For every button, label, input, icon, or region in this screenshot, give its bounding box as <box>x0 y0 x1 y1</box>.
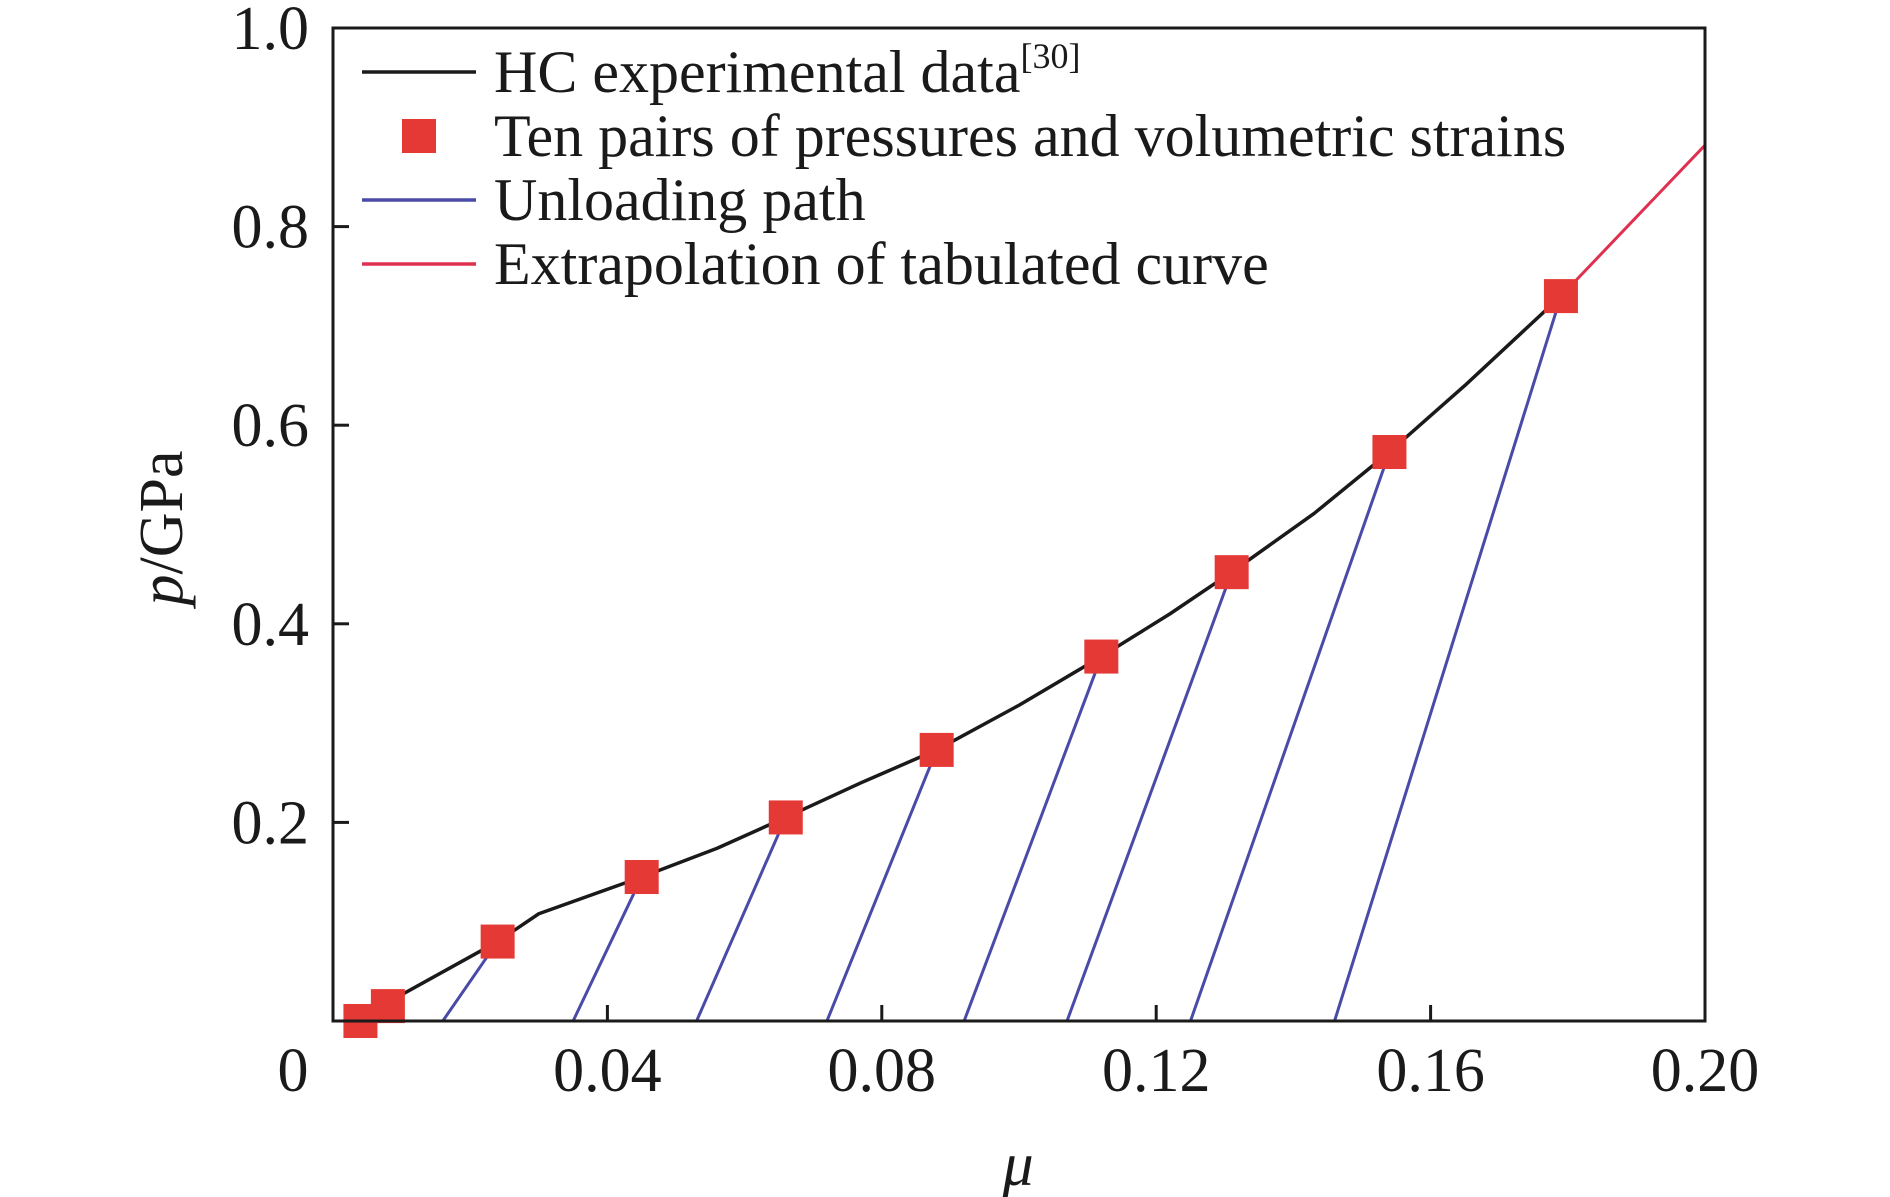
legend-label-text: Extrapolation of tabulated curve <box>494 231 1269 297</box>
legend-label: Ten pairs of pressures and volumetric st… <box>494 103 1566 169</box>
legend-label-superscript: [30] <box>1020 36 1080 76</box>
data-point-marker <box>1084 639 1119 674</box>
y-tick-label: 0.2 <box>232 789 310 857</box>
legend-marker-square <box>402 119 436 153</box>
data-point-marker <box>1543 279 1578 314</box>
legend-label-text: Ten pairs of pressures and volumetric st… <box>494 103 1566 169</box>
data-point-marker <box>480 924 515 959</box>
legend-label: HC experimental data[30] <box>494 36 1080 105</box>
unloading-path-line-3 <box>695 816 788 1022</box>
data-group <box>380 144 1705 1022</box>
legend-label-text: HC experimental data <box>494 39 1020 105</box>
data-point-marker <box>624 860 659 895</box>
x-axis-title: μ <box>1001 1131 1033 1197</box>
unloading-path-line-4 <box>825 749 939 1022</box>
y-axis-title-unit: /GPa <box>128 451 196 575</box>
x-tick-label: 0.20 <box>1651 1037 1760 1105</box>
x-tick-label: 0.12 <box>1102 1037 1211 1105</box>
unloading-path-line-6 <box>1065 571 1234 1022</box>
data-point-marker <box>370 989 405 1024</box>
x-tick-label: 0.16 <box>1376 1037 1485 1105</box>
legend: HC experimental data[30]Ten pairs of pre… <box>362 36 1566 297</box>
y-tick-label: 1.0 <box>232 0 310 63</box>
x-tick-label: 0.08 <box>828 1037 937 1105</box>
data-point-marker <box>919 732 954 767</box>
unloading-path-line-5 <box>962 656 1103 1022</box>
unloading-path-line-2 <box>571 876 644 1022</box>
unloading-path-line-8 <box>1333 295 1563 1022</box>
legend-label-text: Unloading path <box>494 167 866 233</box>
unloading-path-line-7 <box>1189 451 1391 1022</box>
y-tick-label: 0.6 <box>232 392 310 460</box>
axes-layer: 0 0.04 0.08 0.12 0.16 0.20 0.2 0.4 0.6 0.8 1.0 <box>232 0 1760 1105</box>
legend-label: Extrapolation of tabulated curve <box>494 231 1269 297</box>
y-tick-label: 0.4 <box>232 591 310 659</box>
extrapolation-line <box>1559 144 1705 298</box>
y-tick-label: 0.8 <box>232 194 310 262</box>
y-axis-title: p/GPa <box>128 451 196 610</box>
hc-experimental-line <box>380 294 1563 1008</box>
x-tick-label: 0.04 <box>553 1037 662 1105</box>
legend-label: Unloading path <box>494 167 866 233</box>
y-axis-title-symbol: p <box>128 575 196 610</box>
data-point-marker <box>1372 435 1407 470</box>
x-tick-label: 0 <box>278 1037 309 1105</box>
data-point-marker <box>1214 555 1249 590</box>
data-point-marker <box>768 800 803 835</box>
plot-frame <box>331 26 1707 1023</box>
